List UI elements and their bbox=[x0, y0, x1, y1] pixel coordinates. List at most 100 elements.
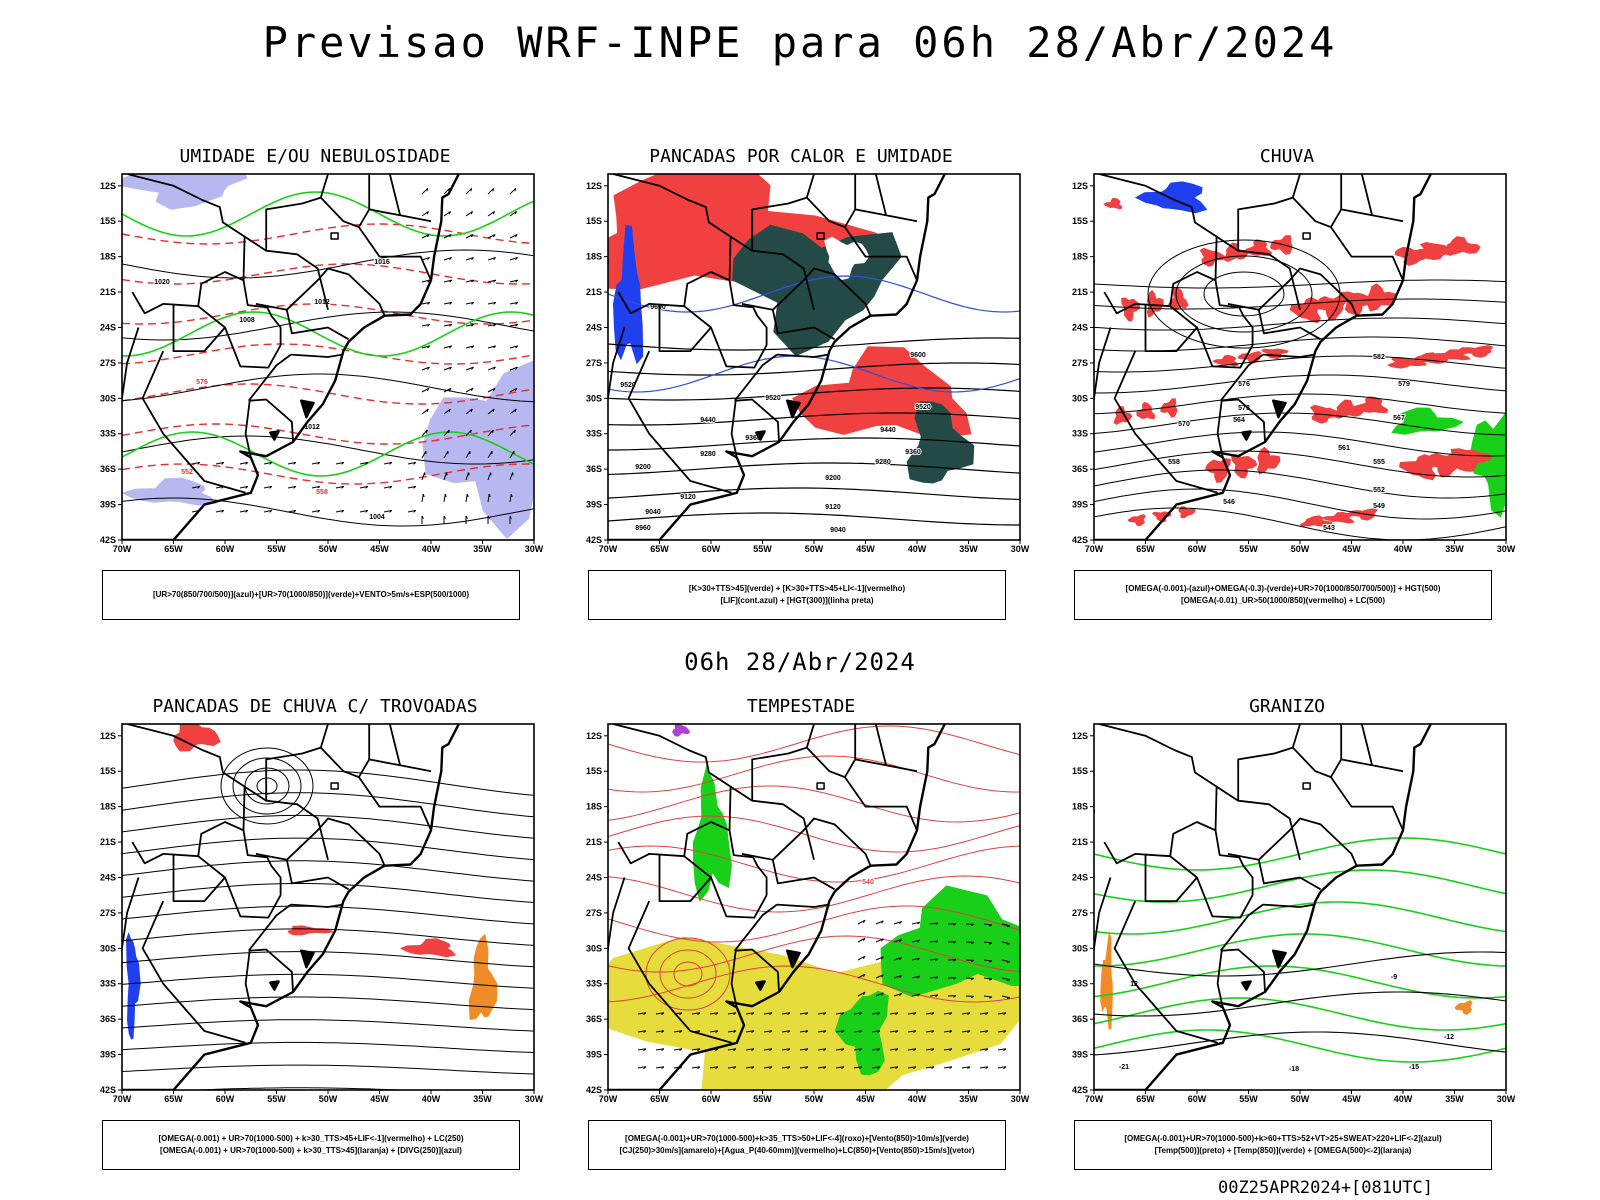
arrow-head bbox=[449, 366, 452, 370]
wind-arrow bbox=[979, 1048, 988, 1051]
wind-arrow bbox=[727, 1048, 736, 1051]
arrow-head bbox=[967, 1066, 971, 1070]
arrow-head bbox=[895, 1048, 899, 1052]
arrow-head bbox=[341, 510, 345, 513]
arrow-head bbox=[862, 955, 866, 959]
rain-red-area bbox=[1257, 446, 1281, 475]
wind-arrow bbox=[287, 485, 296, 489]
wind-arrow bbox=[637, 1066, 646, 1069]
wind-arrow bbox=[487, 366, 496, 371]
circulation-contour bbox=[1175, 255, 1313, 333]
humidity-contour-1000-850 bbox=[122, 191, 534, 237]
lat-tick-label: 21S bbox=[1072, 287, 1088, 297]
panel-title: CHUVA bbox=[1259, 146, 1315, 167]
rain-red-area bbox=[1424, 452, 1464, 478]
wind-arrow bbox=[911, 975, 920, 979]
wind-arrow bbox=[889, 1066, 898, 1069]
arrow-head bbox=[444, 493, 447, 498]
wind-arrow bbox=[817, 1012, 826, 1015]
lon-tick-label: 50W bbox=[805, 544, 824, 554]
lon-tick-label: 60W bbox=[702, 544, 721, 554]
wind-arrow bbox=[509, 408, 517, 415]
lat-tick-label: 33S bbox=[100, 429, 116, 439]
lake-shape bbox=[1241, 980, 1252, 991]
wind-arrow bbox=[191, 461, 200, 465]
country-border bbox=[1257, 859, 1322, 891]
wind-arrow bbox=[465, 472, 470, 481]
country-border bbox=[771, 309, 836, 341]
arrow-head bbox=[769, 1012, 773, 1016]
lon-tick-label: 60W bbox=[216, 544, 235, 554]
wind-arrow bbox=[509, 211, 517, 217]
thickness-contour bbox=[122, 303, 534, 325]
temp850-contour bbox=[1094, 1029, 1506, 1063]
contour-label: 1008 bbox=[239, 317, 255, 324]
arrow-head bbox=[949, 1012, 953, 1016]
arrow-head bbox=[426, 211, 430, 215]
wind-arrow bbox=[929, 958, 938, 961]
arrow-head bbox=[492, 211, 496, 215]
lat-tick-label: 36S bbox=[100, 1014, 116, 1024]
arrow-head bbox=[787, 1030, 791, 1034]
country-border bbox=[290, 353, 343, 358]
arrow-head bbox=[787, 1066, 791, 1070]
wind-arrow bbox=[443, 408, 451, 415]
lat-tick-label: 15S bbox=[586, 766, 602, 776]
wind-arrow bbox=[443, 187, 450, 195]
country-border bbox=[358, 226, 432, 281]
legend-line: [UR>70(850/700/500)](azul)+[UR>70(1000/8… bbox=[152, 590, 470, 599]
arrow-head bbox=[422, 493, 425, 498]
lon-tick-label: 65W bbox=[1136, 544, 1155, 554]
arrow-head bbox=[365, 462, 369, 465]
lat-tick-label: 42S bbox=[586, 535, 602, 545]
arrow-head bbox=[515, 257, 518, 260]
lon-tick-label: 35W bbox=[473, 544, 492, 554]
wind-arrow bbox=[443, 323, 452, 327]
wind-arrow bbox=[911, 993, 920, 997]
wind-arrow bbox=[871, 1012, 880, 1015]
lat-tick-label: 21S bbox=[586, 287, 602, 297]
arrow-head bbox=[515, 345, 519, 349]
wind-arrow bbox=[637, 1048, 646, 1051]
federal-district bbox=[330, 232, 339, 240]
rain-red-area bbox=[1443, 236, 1481, 256]
thickness-contour bbox=[122, 423, 534, 445]
arrow-head bbox=[514, 429, 516, 434]
run-identifier: 00Z25APR2024+[081UTC] bbox=[1218, 1178, 1433, 1198]
arrow-head bbox=[913, 1012, 917, 1016]
wind-arrow bbox=[997, 1012, 1006, 1015]
wind-arrow bbox=[239, 485, 248, 489]
wind-arrow bbox=[509, 279, 518, 283]
country-border bbox=[771, 859, 836, 891]
lon-tick-label: 65W bbox=[164, 1094, 183, 1104]
wind-arrow bbox=[465, 366, 474, 371]
country-border bbox=[1094, 327, 1112, 404]
wind-arrow bbox=[983, 941, 992, 944]
arrow-head bbox=[823, 1066, 827, 1070]
arrow-head bbox=[509, 515, 512, 519]
wind-arrow bbox=[637, 1012, 646, 1015]
wind-arrow bbox=[853, 1030, 862, 1033]
arrow-head bbox=[661, 1048, 665, 1052]
wind-arrow bbox=[835, 1066, 844, 1069]
country-border bbox=[244, 398, 294, 458]
arrow-head bbox=[471, 345, 475, 349]
arrow-head bbox=[679, 1048, 683, 1052]
contour-label: 1016 bbox=[374, 259, 390, 266]
arrow-head bbox=[465, 515, 468, 519]
thickness-contour bbox=[122, 223, 534, 245]
arrow-head bbox=[490, 472, 492, 476]
arrow-head bbox=[881, 956, 884, 960]
arrow-head bbox=[293, 486, 297, 489]
wind-arrow bbox=[263, 509, 272, 513]
wind-arrow bbox=[893, 993, 902, 997]
rain-red-area bbox=[1127, 514, 1146, 527]
contour-label: 561 bbox=[1338, 445, 1350, 452]
wind850-green-area bbox=[880, 885, 1020, 998]
wind-arrow bbox=[983, 959, 992, 962]
lc850-streamline bbox=[608, 875, 1020, 913]
wind-arrow bbox=[263, 485, 272, 489]
contour-label: 1012 bbox=[314, 299, 330, 306]
wind-arrow bbox=[1001, 977, 1010, 981]
